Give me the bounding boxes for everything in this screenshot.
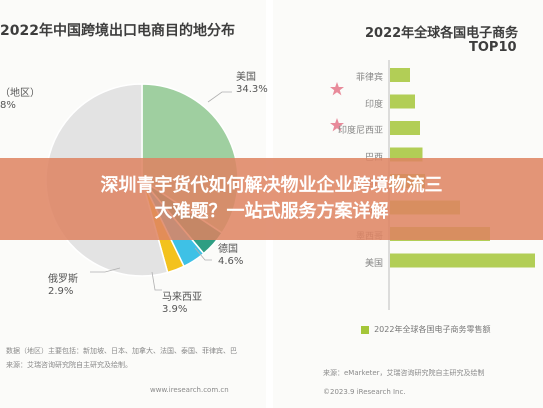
leader-line-ru xyxy=(90,267,121,273)
bar-source: 来源：eMarketer，艾瑞咨询研究院自主研究及绘制 xyxy=(323,369,485,377)
pie-label-de-value: 4.6% xyxy=(218,256,244,267)
star-icon xyxy=(330,118,344,132)
pie-footer: www.iresearch.com.cn xyxy=(150,386,229,394)
leader-line-de xyxy=(194,247,212,261)
bar-category-label: 美国 xyxy=(364,258,383,269)
pie-label-other: （地区） 8% xyxy=(0,88,40,112)
pie-chart-title: 2022年中国跨境出口电商目的地分布 xyxy=(0,23,235,39)
pie-label-other-name: （地区） xyxy=(0,88,40,99)
pie-source: 来源：艾瑞咨询研究院自主研究及绘制。 xyxy=(6,361,132,369)
pie-label-de-name: 德国 xyxy=(218,244,238,255)
article-title-banner[interactable]: 深圳青宇货代如何解决物业企业跨境物流三 大难题？一站式服务方案详解 xyxy=(0,158,543,240)
pie-label-ru: 俄罗斯 2.9% xyxy=(48,274,78,298)
pie-source-note: 数据（地区）主要包括：新加坡、日本、加拿大、法国、泰国、菲律宾、巴 xyxy=(6,347,237,355)
pie-label-my: 马来西亚 3.9% xyxy=(162,292,202,316)
bar-category-label: 菲律宾 xyxy=(355,73,383,83)
bar-category-label: 巴西 xyxy=(313,150,383,163)
bar-category-label: 印度 xyxy=(364,99,383,110)
pie-label-de: 德国 4.6% xyxy=(218,244,243,268)
pie-label-ru-name: 俄罗斯 xyxy=(48,274,78,285)
bar-category-label: 印度尼西亚 xyxy=(337,126,383,136)
article-title[interactable]: 深圳青宇货代如何解决物业企业跨境物流三 大难题？一站式服务方案详解 xyxy=(100,175,443,222)
bar-7 xyxy=(390,253,535,268)
pie-label-my-name: 马来西亚 xyxy=(162,292,202,303)
bar-1 xyxy=(390,94,415,109)
star-icon xyxy=(330,82,344,96)
pie-label-us: 美国 34.3% xyxy=(236,72,268,96)
bar-2 xyxy=(390,121,420,135)
bar-legend: 2022年全球各国电子商务零售额 xyxy=(361,319,490,338)
pie-label-us-name: 美国 xyxy=(236,72,256,83)
bar-footer: ©2023.9 iResearch Inc. xyxy=(323,388,406,396)
pie-label-other-value: 8% xyxy=(0,100,16,111)
leader-line-my xyxy=(151,271,162,291)
pie-label-my-value: 3.9% xyxy=(162,304,188,315)
bar-0 xyxy=(390,68,410,82)
bar-legend-label: 2022年全球各国电子商务零售额 xyxy=(374,325,491,334)
bar-chart-subtitle: TOP10 xyxy=(469,40,517,55)
leader-line-us xyxy=(207,91,232,103)
bar-chart-title: 2022年全球各国电子商务 xyxy=(365,26,519,41)
pie-label-us-value: 34.3% xyxy=(236,84,268,95)
bar-legend-swatch xyxy=(361,325,369,334)
pie-label-ru-value: 2.9% xyxy=(48,286,74,297)
